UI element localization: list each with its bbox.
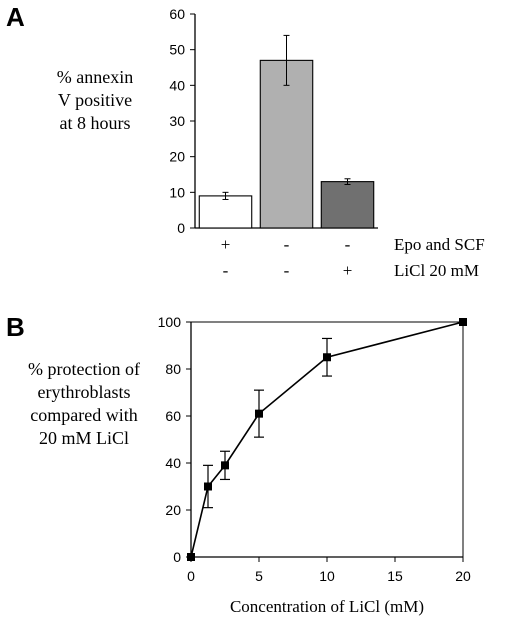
panel-b-letter: B: [6, 312, 25, 342]
panel-b-data-point: [204, 482, 212, 491]
panel-b-data-point: [187, 553, 195, 561]
panel-b-series-line: [190, 321, 464, 558]
panel-a-y-tick-label: 60: [169, 6, 185, 22]
panel-b-y-tick-label: 80: [165, 361, 181, 377]
panel-b-data-point: [221, 461, 229, 470]
panel-a-letter: A: [6, 2, 25, 32]
panel-a-condition-label: LiCl 20 mM: [394, 261, 479, 280]
panel-b-x-tick-label: 15: [387, 568, 403, 584]
panel-b-y-tick-label: 20: [165, 502, 181, 518]
panel-a-condition-label: Epo and SCF: [394, 235, 485, 254]
panel-b-ylabel-line-3: compared with: [30, 405, 138, 425]
panel-b-data-point: [459, 318, 467, 326]
panel-b-y-tick-label: 40: [165, 455, 181, 471]
panel-b-y-tick-label: 100: [158, 314, 182, 330]
panel-a-y-tick-label: 40: [169, 77, 185, 93]
panel-a-bar: [320, 181, 375, 229]
panel-b-y-tick-label: 60: [165, 408, 181, 424]
panel-a-condition-sign: -: [284, 235, 290, 254]
panel-a-y-tick-label: 10: [169, 184, 185, 200]
panel-a-ylabel-line-2: V positive: [57, 90, 133, 110]
panel-b-x-tick-label: 5: [255, 568, 263, 584]
panel-b-x-axis-label: Concentration of LiCl (mM): [230, 597, 424, 616]
panel-b-y-tick-label: 0: [173, 549, 181, 565]
panel-a-bar: [259, 59, 314, 229]
panel-a-condition-sign: +: [343, 261, 353, 280]
panel-b-ylabel-line-1: % protection of: [28, 359, 140, 379]
panel-b-x-tick-label: 10: [319, 568, 335, 584]
panel-b-data-point: [323, 353, 331, 362]
panel-a-y-tick-label: 20: [169, 149, 185, 165]
panel-b-x-tick-label: 20: [455, 568, 471, 584]
panel-b-ylabel-line-2: erythroblasts: [37, 382, 131, 402]
panel-a-condition-sign: +: [221, 235, 231, 254]
panel-b-ylabel-line-4: 20 mM LiCl: [38, 428, 129, 448]
panel-a-y-tick-label: 0: [177, 220, 185, 236]
panel-a-ylabel-line-3: at 8 hours: [59, 113, 131, 133]
panel-a-ylabel: % annexin V positive at 8 hours: [40, 66, 150, 135]
panel-a-condition-sign: -: [345, 235, 351, 254]
panel-a-bar: [198, 195, 253, 229]
panel-a-y-tick-label: 30: [169, 113, 185, 129]
panel-b-data-point: [255, 409, 263, 418]
panel-a-ylabel-line-1: % annexin: [56, 67, 134, 87]
panel-b-ylabel: % protection of erythroblasts compared w…: [6, 358, 162, 450]
panel-b-x-tick-label: 0: [187, 568, 195, 584]
panel-a-y-tick-label: 50: [169, 42, 185, 58]
panel-a-condition-sign: -: [284, 261, 290, 280]
panel-a-condition-sign: -: [223, 261, 229, 280]
